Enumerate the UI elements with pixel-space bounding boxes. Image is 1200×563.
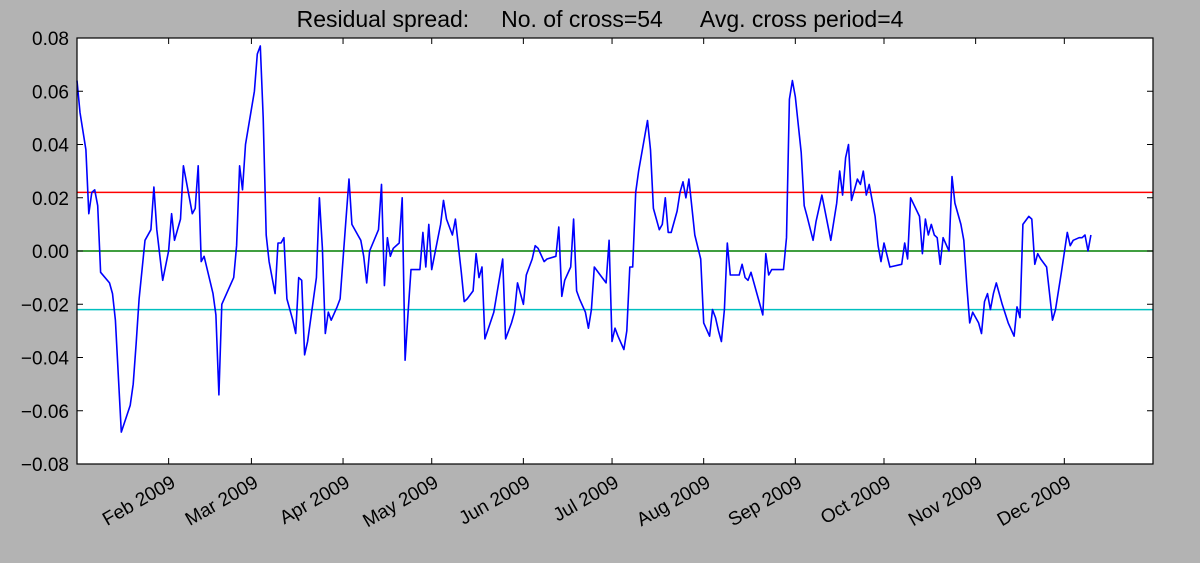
x-tick-label: Oct 2009 <box>817 472 894 529</box>
x-tick-label: Feb 2009 <box>99 472 179 530</box>
x-tick-label: Dec 2009 <box>994 472 1075 531</box>
y-tick-label: 0.06 <box>32 82 69 103</box>
x-tick-label: Aug 2009 <box>633 472 714 531</box>
x-tick-label: Jul 2009 <box>550 472 623 526</box>
series-line-0 <box>76 45 1092 433</box>
y-tick-label: 0.08 <box>32 29 69 50</box>
y-tick-label: 0.00 <box>32 242 69 263</box>
x-tick-label: Jun 2009 <box>456 472 534 529</box>
y-tick-label: 0.04 <box>32 136 69 157</box>
x-tick-label: Apr 2009 <box>276 472 353 529</box>
y-tick-label: −0.08 <box>21 455 69 476</box>
y-tick-label: −0.02 <box>21 295 69 316</box>
x-tick-label: Nov 2009 <box>905 472 986 531</box>
y-tick-label: −0.04 <box>21 349 70 370</box>
x-tick-label: Sep 2009 <box>725 472 806 531</box>
x-tick-label: May 2009 <box>359 472 442 532</box>
y-tick-label: −0.06 <box>21 402 69 423</box>
chart-title: Residual spread: No. of cross=54 Avg. cr… <box>296 6 904 32</box>
y-tick-label: 0.02 <box>32 189 69 210</box>
x-tick-label: Mar 2009 <box>182 472 262 530</box>
